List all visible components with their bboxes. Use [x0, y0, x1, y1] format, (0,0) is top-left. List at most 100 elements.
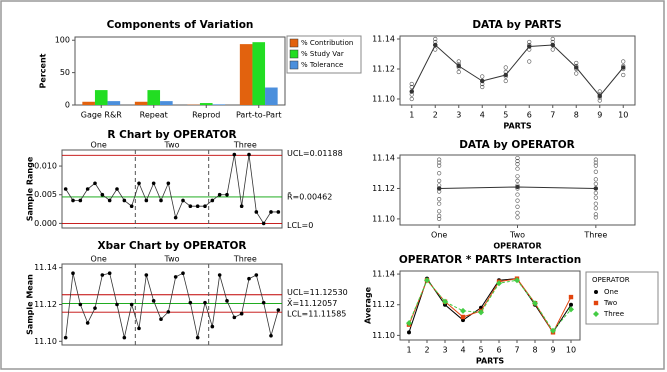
x-tick-label: 3 — [456, 111, 461, 120]
legend-swatch — [289, 38, 299, 48]
x-axis-label: OPERATOR — [493, 242, 541, 251]
plot-area — [74, 36, 286, 106]
x-tick-label: 9 — [550, 346, 555, 355]
chart-title: Components of Variation — [107, 19, 254, 31]
x-tick-label: 10 — [566, 346, 576, 355]
point — [593, 300, 599, 306]
mean-point — [527, 44, 532, 49]
x-tick-label: 5 — [478, 346, 483, 355]
mean-point — [480, 78, 485, 84]
control-limit-label: R̄=0.00462 — [287, 191, 332, 201]
observation — [574, 60, 579, 66]
point — [93, 181, 97, 186]
point — [514, 277, 520, 284]
x-tick-label: Repeat — [140, 111, 168, 120]
observation — [515, 204, 520, 209]
point — [594, 290, 598, 294]
point — [254, 210, 259, 214]
x-tick-label: 2 — [433, 111, 438, 120]
x-tick-label: 4 — [480, 111, 485, 120]
group-label: Two — [164, 141, 180, 150]
legend-label: % Tolerance — [301, 61, 343, 69]
point — [247, 276, 251, 281]
observation — [409, 81, 414, 87]
observation — [437, 171, 442, 176]
observation — [437, 160, 442, 165]
group-label: One — [91, 141, 107, 150]
point — [407, 330, 411, 335]
y-tick-label: 11.14 — [372, 270, 395, 279]
observation — [593, 160, 598, 165]
mean-point — [597, 93, 602, 99]
bar — [265, 87, 278, 105]
observation — [456, 59, 461, 64]
observation — [515, 155, 520, 161]
observation — [593, 215, 598, 220]
point — [151, 181, 156, 186]
point — [232, 315, 237, 320]
legend-box — [286, 35, 362, 74]
point — [239, 311, 244, 316]
bar — [252, 42, 266, 105]
y-tick-label: 0.010 — [34, 162, 57, 171]
observation — [597, 98, 602, 103]
bar — [239, 44, 253, 105]
plot-area — [399, 35, 636, 106]
point — [115, 187, 119, 191]
observation — [527, 39, 532, 45]
y-axis-label: Sample Mean — [26, 274, 35, 335]
x-tick-label: 4 — [460, 346, 465, 355]
legend-box — [585, 271, 659, 325]
point — [107, 271, 112, 276]
legend-label: Two — [603, 299, 617, 307]
y-tick-label: 11.10 — [34, 337, 57, 346]
observation — [593, 206, 598, 211]
point — [532, 300, 538, 307]
observation — [621, 59, 626, 64]
legend-swatch — [289, 49, 299, 59]
point — [478, 309, 484, 316]
point — [195, 335, 200, 340]
point — [217, 192, 222, 197]
mean-point — [503, 72, 508, 78]
point — [188, 300, 193, 305]
observation — [409, 96, 414, 102]
observation — [503, 78, 508, 84]
point — [225, 192, 229, 197]
point — [137, 181, 141, 186]
y-axis-label: Percent — [39, 53, 48, 88]
point — [269, 333, 273, 338]
y-tick-label: 11.14 — [372, 35, 395, 44]
x-tick-label: Two — [509, 231, 525, 240]
point — [122, 335, 127, 340]
observation — [515, 174, 520, 179]
control-limit-label: LCL=11.11585 — [287, 310, 346, 319]
y-tick-label: 11.10 — [372, 331, 395, 340]
point — [195, 204, 200, 209]
point — [144, 273, 149, 277]
point — [85, 187, 90, 191]
x-tick-label: 7 — [514, 346, 519, 355]
point — [217, 273, 222, 277]
x-tick-label: 10 — [618, 111, 628, 120]
observation — [437, 213, 442, 218]
observation — [597, 89, 602, 94]
point — [166, 181, 171, 186]
point — [550, 327, 556, 334]
point — [100, 192, 105, 197]
point — [115, 302, 119, 307]
control-limit-label: LCL=0 — [287, 221, 313, 230]
point — [107, 198, 112, 203]
y-tick-label: 11.14 — [34, 263, 57, 272]
observation — [437, 157, 442, 162]
series-line — [408, 279, 572, 332]
bar — [199, 103, 213, 105]
point — [166, 310, 171, 314]
bar — [212, 104, 226, 105]
observation — [515, 198, 520, 203]
point — [100, 273, 105, 277]
point — [203, 204, 207, 209]
control-limit-label: X̄=11.12057 — [287, 297, 337, 307]
